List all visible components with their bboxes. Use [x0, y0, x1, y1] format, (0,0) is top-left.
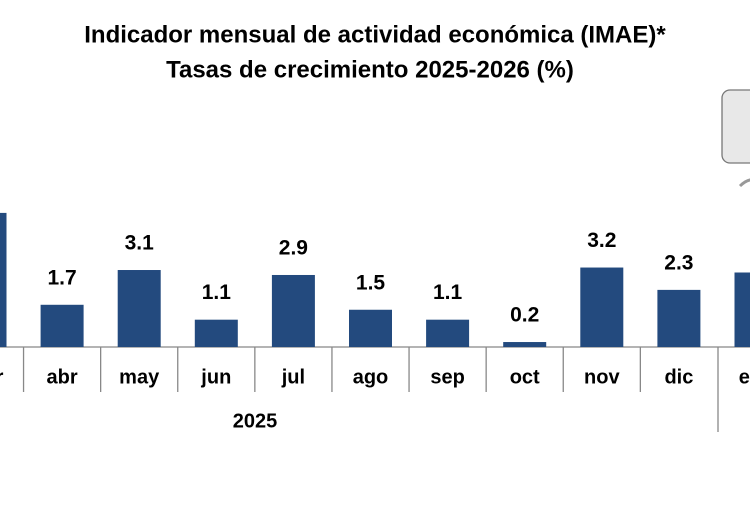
chart-subtitle: Tasas de crecimiento 2025-2026 (%)	[166, 56, 574, 83]
x-tick-label: dic	[664, 366, 693, 388]
button-panel	[721, 89, 750, 164]
bar	[0, 212, 7, 347]
bar	[734, 272, 750, 347]
bar	[40, 304, 84, 347]
x-tick-label: ago	[353, 366, 389, 388]
bar	[580, 267, 624, 347]
x-tick-label: nov	[584, 366, 620, 388]
value-label: 1.1	[433, 281, 463, 304]
x-tick-label: ene	[739, 366, 750, 388]
x-tick-label: mar	[0, 366, 4, 388]
year-label: 2025	[233, 410, 278, 432]
value-label: 1.7	[47, 266, 76, 289]
x-tick-label: oct	[510, 366, 540, 388]
value-label: 3.1	[125, 232, 155, 255]
bar	[349, 309, 392, 347]
value-label: 1.1	[202, 281, 232, 304]
bar	[657, 289, 701, 347]
x-tick-label: jul	[281, 366, 305, 388]
x-tick-label: jun	[200, 366, 231, 388]
x-tick-label: may	[119, 366, 160, 388]
x-tick-label: sep	[430, 366, 464, 388]
bar	[426, 319, 470, 347]
arrow-icon	[738, 178, 750, 188]
x-tick-label: abr	[47, 366, 78, 388]
bar	[271, 274, 315, 347]
bar	[503, 342, 547, 347]
chart-title: Indicador mensual de actividad económica…	[84, 21, 666, 48]
value-label: 2.3	[664, 251, 693, 274]
bar	[117, 270, 161, 347]
value-label: 3.2	[587, 229, 616, 252]
value-label: 0.2	[510, 304, 539, 327]
bar	[194, 319, 238, 347]
value-label: 2.9	[279, 237, 308, 260]
value-label: 1.5	[356, 271, 386, 294]
